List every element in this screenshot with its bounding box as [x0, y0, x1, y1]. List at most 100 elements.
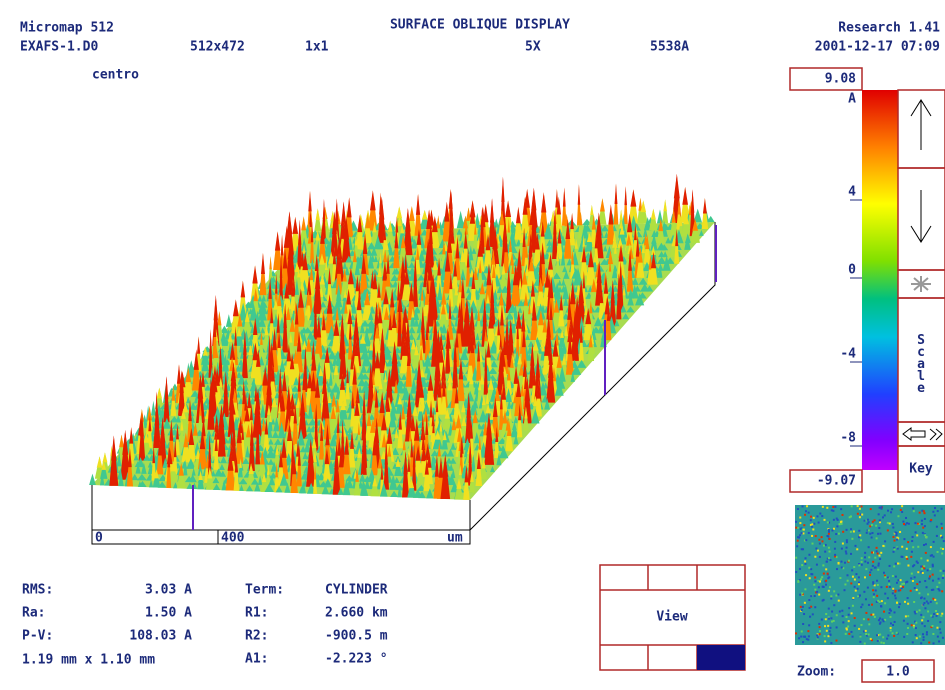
thumb-dot [892, 536, 894, 538]
thumb-dot [879, 507, 881, 509]
thumb-dot [821, 536, 823, 538]
thumb-dot [942, 548, 944, 550]
thumb-dot [824, 635, 826, 637]
thumb-dot [867, 562, 869, 564]
thumb-dot [919, 609, 921, 611]
thumb-dot [818, 539, 820, 541]
thumb-dot [847, 625, 849, 627]
thumb-dot [921, 523, 923, 525]
thumb-dot [848, 633, 850, 635]
thumb-dot [916, 534, 918, 536]
thumb-dot [857, 595, 859, 597]
unit: A [848, 92, 856, 107]
thumb-dot [829, 627, 831, 629]
thumb-dot [814, 580, 816, 582]
thumb-dot [892, 527, 894, 529]
thumb-dot [815, 535, 817, 537]
thumb-dot [920, 642, 922, 644]
thumb-dot [895, 576, 897, 578]
surface-spike [663, 199, 667, 211]
thumb-dot [829, 630, 831, 632]
thumb-dot [933, 613, 935, 615]
thumb-dot [857, 505, 859, 507]
view-selected[interactable] [697, 645, 745, 670]
surface-spike [615, 184, 618, 204]
thumb-dot [828, 547, 830, 549]
thumb-dot [830, 595, 832, 597]
thumb-dot [831, 509, 833, 511]
thumb-dot [884, 514, 886, 516]
thumb-dot [912, 507, 914, 509]
thumb-dot [887, 522, 889, 524]
thumb-dot [942, 637, 944, 639]
thumb-dot [812, 543, 814, 545]
thumb-dot [934, 514, 936, 516]
thumb-dot [799, 517, 801, 519]
thumb-dot [938, 640, 940, 642]
thumb-dot [837, 594, 839, 596]
surface-spike [422, 210, 428, 220]
thumb-dot [868, 604, 870, 606]
back-button[interactable] [898, 422, 945, 446]
thumb-dot [889, 565, 891, 567]
thumb-dot [894, 621, 896, 623]
thumb-dot [841, 514, 843, 516]
thumb-dot [941, 523, 943, 525]
thumb-dot [800, 606, 802, 608]
thumb-dot [842, 615, 844, 617]
thumb-dot [932, 633, 934, 635]
zoom-label: Zoom: [797, 665, 836, 680]
view-button[interactable]: View [656, 610, 687, 625]
thumb-dot [883, 642, 885, 644]
thumb-dot [896, 532, 898, 534]
surface-spike [281, 235, 283, 256]
surface-spike [119, 435, 124, 448]
thumb-dot [917, 562, 919, 564]
thumb-dot [834, 506, 836, 508]
thumb-dot [865, 568, 867, 570]
thumb-dot [827, 521, 829, 523]
surface-spike [209, 329, 212, 353]
thumb-dot [914, 587, 916, 589]
thumb-dot [900, 509, 902, 511]
thumb-dot [826, 507, 828, 509]
thumb-dot [864, 520, 866, 522]
thumb-dot [861, 557, 863, 559]
thumb-dot [930, 615, 932, 617]
thumb-dot [921, 596, 923, 598]
thumb-dot [897, 548, 899, 550]
thumb-dot [814, 606, 816, 608]
thumb-dot [801, 564, 803, 566]
surface-spike [416, 194, 420, 215]
thumb-dot [877, 553, 879, 555]
thumb-dot [823, 573, 825, 575]
thumb-dot [857, 513, 859, 515]
thumb-dot [927, 569, 929, 571]
size: 512x472 [190, 40, 245, 55]
thumb-dot [825, 613, 827, 615]
thumb-dot [878, 527, 880, 529]
thumb-dot [798, 637, 800, 639]
axis-unit: um [447, 531, 463, 546]
thumb-dot [824, 625, 826, 627]
thumb-dot [835, 533, 837, 535]
thumb-dot [942, 577, 944, 579]
thumb-dot [800, 528, 802, 530]
surface-spike [682, 187, 688, 205]
thumb-dot [920, 557, 922, 559]
thumb-dot [801, 592, 803, 594]
thumb-dot [842, 543, 844, 545]
thumb-dot [907, 615, 909, 617]
thumb-dot [875, 525, 877, 527]
thumb-dot [868, 623, 870, 625]
surface-spike [657, 210, 663, 224]
term-value: -2.223 ° [325, 652, 388, 667]
back-arrow [903, 428, 942, 440]
thumb-dot [838, 533, 840, 535]
thumb-dot [864, 556, 866, 558]
thumb-dot [900, 585, 902, 587]
thumb-dot [825, 580, 827, 582]
thumb-dot [941, 613, 943, 615]
thumb-dot [858, 530, 860, 532]
thumb-dot [901, 556, 903, 558]
